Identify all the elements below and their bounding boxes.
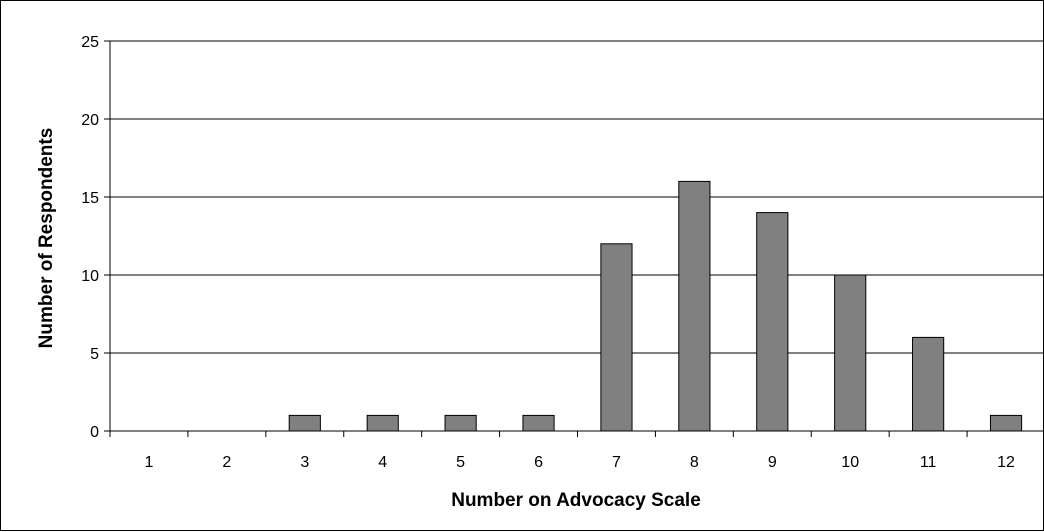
bar-10 [834, 274, 867, 432]
bar-4 [366, 414, 399, 432]
x-tick-label: 11 [920, 454, 937, 471]
bar-6 [522, 414, 555, 432]
x-tick-labels: 1 2 3 4 5 6 7 8 9 10 11 12 [145, 454, 1016, 471]
y-tick-label: 0 [90, 424, 99, 441]
x-tick-label: 1 [145, 454, 154, 471]
bar-8 [678, 180, 711, 432]
bar-11 [912, 336, 945, 432]
y-tick-label: 15 [81, 190, 99, 207]
y-tick-label: 25 [81, 34, 99, 51]
x-tick-label: 8 [690, 454, 699, 471]
x-tick-label: 4 [378, 454, 387, 471]
axes [104, 40, 1044, 437]
bar-5 [444, 414, 477, 432]
x-tick-label: 6 [534, 454, 543, 471]
x-tick-label: 5 [456, 454, 465, 471]
x-tick-label: 9 [768, 454, 777, 471]
y-tick-label: 5 [90, 346, 99, 363]
gridlines [110, 40, 1044, 354]
bar-3 [288, 414, 321, 432]
x-tick-label: 12 [997, 454, 1015, 471]
x-tick-label: 3 [300, 454, 309, 471]
bar-12 [989, 414, 1023, 432]
x-axis-title: Number on Advocacy Scale [451, 490, 701, 511]
bar-7 [600, 243, 633, 432]
bars [288, 180, 1023, 432]
y-tick-label: 10 [81, 268, 99, 285]
x-tick-label: 10 [841, 454, 859, 471]
y-axis-title: Number of Respondents [36, 128, 57, 349]
y-tick-labels: 0 5 10 15 20 25 [81, 34, 99, 441]
y-tick-label: 20 [81, 112, 99, 129]
x-tick-label: 2 [222, 454, 231, 471]
x-tick-label: 7 [612, 454, 621, 471]
bar-9 [756, 212, 789, 432]
